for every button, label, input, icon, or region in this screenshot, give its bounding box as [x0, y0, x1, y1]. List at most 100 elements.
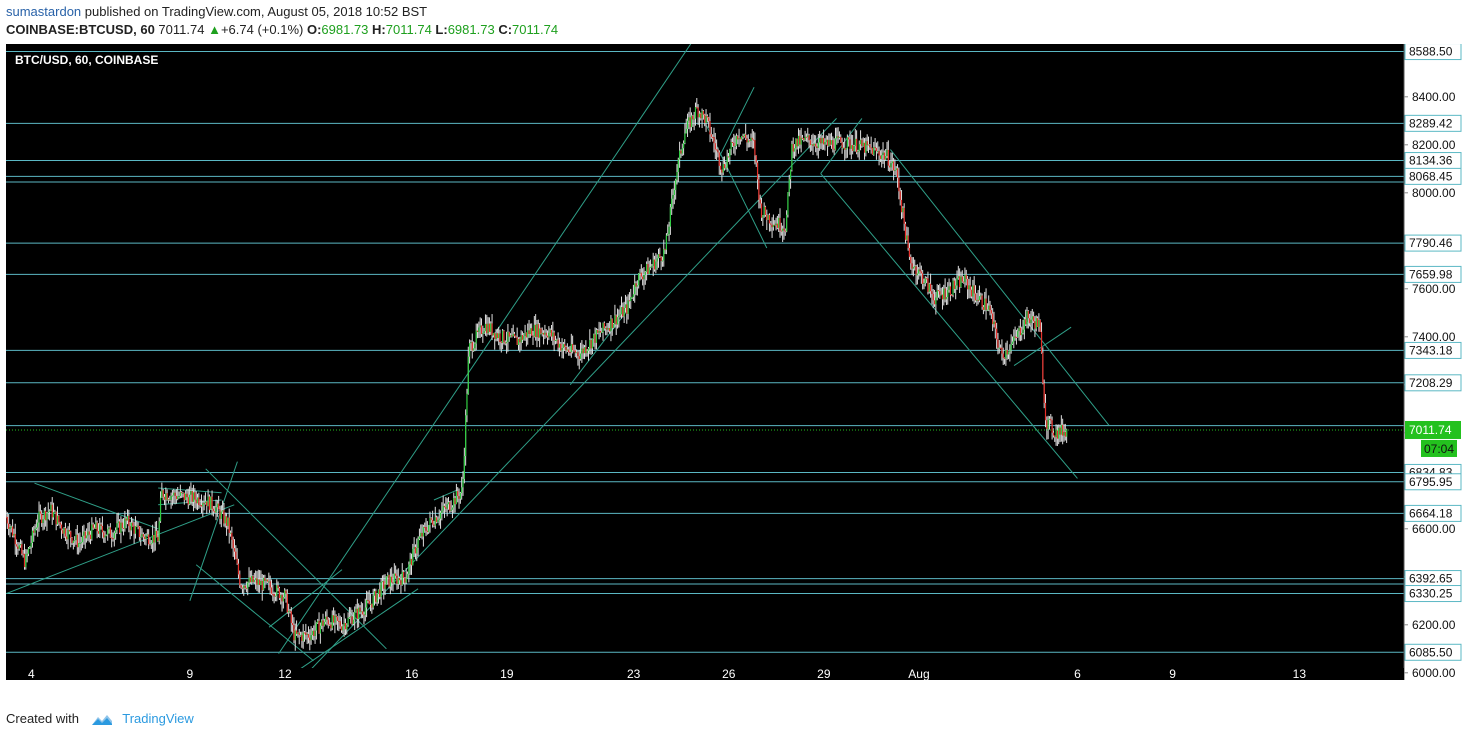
candle-body: [545, 332, 547, 336]
candle-body: [590, 339, 592, 349]
candle-body: [974, 293, 977, 301]
time-axis-strip: [6, 668, 1404, 680]
candle-body: [980, 295, 982, 297]
candle-body: [918, 269, 920, 274]
candle-body: [6, 516, 8, 524]
candle-body: [840, 136, 842, 143]
x-tick-label: 9: [1169, 667, 1176, 680]
candle-body: [941, 294, 944, 300]
candle-body: [595, 329, 598, 343]
candle-body: [622, 307, 624, 317]
candle-body: [570, 343, 572, 353]
candle-body: [833, 148, 835, 151]
candle-body: [484, 323, 487, 332]
candle-body: [593, 334, 595, 339]
trendline: [1013, 326, 1072, 367]
candle-body: [404, 577, 406, 583]
candle-body: [335, 615, 337, 618]
candle-body: [780, 230, 782, 232]
tradingview-link[interactable]: TradingView: [122, 711, 194, 726]
candle-body: [457, 491, 459, 497]
candle-body: [15, 544, 18, 547]
candle-body: [1005, 350, 1007, 359]
candle-body: [1034, 321, 1036, 329]
author-link[interactable]: sumastardon: [6, 4, 82, 19]
candle-body: [906, 235, 908, 240]
time-axis[interactable]: 4 9 12 16 19 23 26 29 Aug 6 9 13: [6, 667, 1404, 681]
candle-body: [825, 139, 827, 143]
candle-body: [770, 223, 772, 225]
candle-body: [1056, 430, 1058, 439]
candle-body: [878, 150, 880, 156]
candles: [5, 98, 1068, 651]
candle-body: [568, 349, 570, 353]
candle-body: [454, 497, 456, 505]
candle-body: [130, 522, 133, 531]
candle-body: [947, 289, 949, 297]
candle-body: [932, 293, 934, 301]
candle-body: [985, 298, 987, 311]
trendline: [278, 43, 692, 654]
candle-body: [1051, 420, 1053, 433]
candle-body: [496, 333, 498, 339]
candle-body: [875, 147, 878, 152]
candle-body: [673, 190, 675, 195]
candle-body: [657, 254, 660, 259]
candle-body: [746, 138, 748, 143]
candle-body: [286, 593, 288, 613]
candle-body: [89, 534, 92, 540]
candle-body: [1063, 431, 1065, 436]
candle-body: [887, 149, 889, 166]
candle-body: [1050, 418, 1052, 421]
candle-body: [218, 503, 220, 510]
candle-body: [132, 522, 134, 526]
candle-body: [653, 259, 656, 270]
candle-body: [224, 516, 226, 524]
candle-body: [564, 344, 566, 347]
candle-body: [225, 516, 228, 526]
candle-body: [199, 504, 201, 506]
candle-body: [8, 523, 10, 529]
candle-body: [516, 337, 518, 345]
candle-body: [276, 585, 278, 596]
candle-body: [274, 595, 277, 597]
level-label-box: [1404, 114, 1462, 132]
candle-body: [850, 145, 852, 149]
candle-body: [424, 526, 426, 528]
candle-body: [83, 531, 85, 536]
candle-body: [627, 300, 629, 314]
candle-body: [655, 261, 657, 270]
candle-body: [39, 511, 41, 514]
y-tick-label: 6600.00: [1412, 522, 1456, 536]
x-tick-label: 12: [278, 667, 292, 680]
candle-body: [368, 600, 370, 605]
candle-body: [25, 554, 27, 568]
candle-body: [758, 179, 760, 200]
candle-body: [483, 331, 485, 334]
candle-body: [944, 288, 946, 300]
price-axis[interactable]: 8400.008200.008000.007800.007600.007400.…: [1404, 43, 1462, 680]
candle-body: [409, 558, 411, 565]
price-chart[interactable]: 8400.008200.008000.007800.007600.007400.…: [5, 43, 1464, 681]
candle-body: [1021, 332, 1023, 336]
candle-body: [774, 224, 776, 226]
candle-body: [268, 581, 270, 583]
candle-body: [646, 263, 648, 272]
candle-body: [508, 332, 510, 337]
candle-body: [734, 145, 736, 147]
candle-body: [45, 510, 47, 521]
candle-body: [1058, 427, 1060, 439]
candle-body: [606, 327, 608, 330]
candle-body: [480, 325, 483, 335]
candle-body: [512, 333, 514, 337]
candle-body: [319, 625, 321, 634]
candle-body: [969, 285, 971, 290]
candle-body: [710, 134, 712, 137]
candle-body: [1054, 435, 1056, 438]
candle-body: [413, 546, 415, 549]
candle-body: [634, 283, 636, 295]
candle-body: [640, 272, 642, 277]
chart-area[interactable]: 8400.008200.008000.007800.007600.007400.…: [5, 43, 1464, 681]
candle-body: [610, 318, 612, 332]
candle-body: [675, 179, 677, 191]
